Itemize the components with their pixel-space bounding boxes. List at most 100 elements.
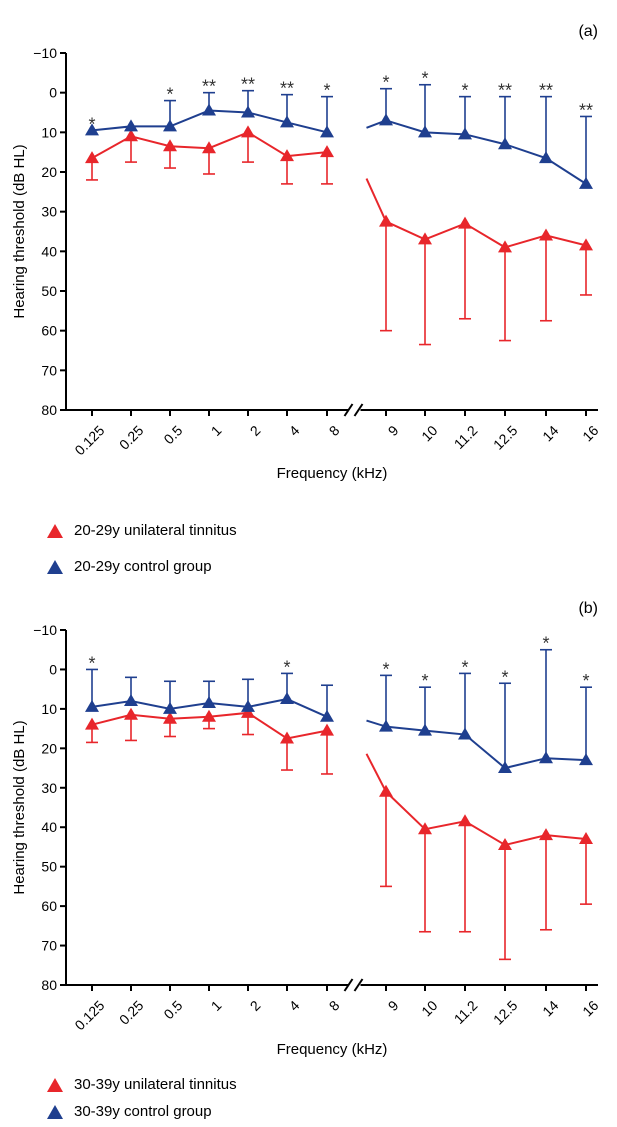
data-point	[202, 695, 216, 708]
data-point	[458, 727, 472, 740]
data-point	[163, 139, 177, 152]
legend-item-b-control: 30-39y control group	[46, 1103, 212, 1120]
data-point	[280, 731, 294, 744]
x-tick-label: 8	[326, 997, 343, 1014]
data-point	[379, 784, 393, 797]
y-tick-label: 70	[41, 938, 57, 954]
data-point	[498, 837, 512, 850]
legend-marker-blue-triangle-icon	[47, 1104, 63, 1119]
significance-marker: *	[323, 81, 330, 101]
data-point	[202, 709, 216, 722]
data-point	[579, 832, 593, 845]
y-tick-label: 10	[41, 701, 57, 717]
x-tick-label: 12.5	[490, 997, 521, 1028]
x-tick-label: 0.5	[160, 997, 185, 1022]
x-axis-label: Frequency (kHz)	[277, 1041, 388, 1058]
data-point	[85, 699, 99, 712]
y-tick-label: 40	[41, 819, 57, 835]
y-tick-label: 80	[41, 977, 57, 993]
y-tick-label: 50	[41, 859, 57, 875]
data-point	[539, 751, 553, 764]
significance-marker: *	[421, 69, 428, 89]
y-tick-label: 20	[41, 164, 57, 180]
legend-item-b-tinnitus: 30-39y unilateral tinnitus	[46, 1076, 237, 1093]
data-point	[320, 145, 334, 158]
data-point	[124, 694, 138, 706]
axis-break-mark	[343, 403, 354, 417]
x-tick-label: 9	[385, 997, 402, 1014]
y-tick-label: 50	[41, 283, 57, 299]
data-point	[85, 151, 99, 164]
significance-marker: **	[280, 79, 294, 99]
series-line	[385, 791, 587, 847]
x-tick-label: 8	[326, 422, 343, 439]
data-point	[418, 822, 432, 835]
data-point	[163, 701, 177, 714]
x-tick-label: 11.2	[451, 422, 481, 452]
y-tick-label: 80	[41, 402, 57, 418]
y-tick-label: 10	[41, 124, 57, 140]
series-line	[365, 753, 387, 793]
data-point	[280, 115, 294, 128]
y-tick-label: 60	[41, 898, 57, 914]
x-tick-label: 0.25	[116, 997, 147, 1028]
significance-marker: **	[498, 81, 512, 101]
x-axis-label: Frequency (kHz)	[277, 465, 388, 482]
x-tick-label: 4	[286, 997, 303, 1014]
legend-label: 20-29y unilateral tinnitus	[74, 522, 237, 539]
significance-marker: **	[539, 81, 553, 101]
data-point	[124, 129, 138, 142]
data-point	[458, 216, 472, 229]
x-tick-label: 4	[286, 422, 303, 439]
x-tick-label: 12.5	[490, 422, 521, 453]
data-point	[280, 692, 294, 705]
significance-marker: *	[283, 657, 290, 677]
significance-marker: *	[582, 671, 589, 691]
series-line	[365, 178, 387, 222]
axis-break-mark	[353, 978, 364, 992]
series-line	[385, 725, 587, 770]
legend-item-a-tinnitus: 20-29y unilateral tinnitus	[46, 522, 237, 539]
axis-break-mark	[343, 978, 354, 992]
x-tick-label: 2	[247, 997, 264, 1014]
x-tick-label: 10	[418, 422, 440, 444]
y-tick-label: 0	[49, 661, 57, 677]
y-tick-label: 30	[41, 780, 57, 796]
data-point	[579, 176, 593, 189]
y-axis-label: Hearing threshold (dB HL)	[11, 720, 28, 894]
data-point	[498, 137, 512, 150]
data-point	[202, 141, 216, 154]
x-tick-label: 16	[579, 422, 601, 444]
x-tick-label: 1	[208, 422, 225, 439]
x-tick-label: 9	[385, 422, 402, 439]
data-point	[241, 699, 255, 712]
x-tick-label: 0.125	[71, 422, 107, 458]
y-tick-label: 60	[41, 323, 57, 339]
significance-marker: **	[579, 100, 593, 120]
data-point	[498, 240, 512, 253]
legend-item-a-control: 20-29y control group	[46, 558, 212, 575]
legend-marker-blue-triangle-icon	[47, 559, 63, 574]
data-point	[579, 753, 593, 766]
data-point	[498, 761, 512, 774]
x-tick-label: 2	[247, 422, 264, 439]
x-tick-label: 10	[418, 997, 440, 1019]
y-tick-label: 20	[41, 740, 57, 756]
x-tick-label: 16	[579, 997, 601, 1019]
data-point	[85, 717, 99, 730]
significance-marker: *	[461, 81, 468, 101]
data-point	[458, 814, 472, 827]
significance-marker: *	[461, 657, 468, 677]
data-point	[124, 119, 138, 132]
significance-marker: *	[382, 73, 389, 93]
data-point	[241, 125, 255, 138]
y-axis-label: Hearing threshold (dB HL)	[11, 144, 28, 318]
x-tick-label: 14	[539, 997, 561, 1019]
data-point	[320, 709, 334, 722]
significance-marker: *	[542, 634, 549, 654]
y-tick-label: −10	[33, 622, 57, 638]
data-point	[539, 828, 553, 841]
y-tick-label: 40	[41, 243, 57, 259]
data-point	[539, 228, 553, 241]
